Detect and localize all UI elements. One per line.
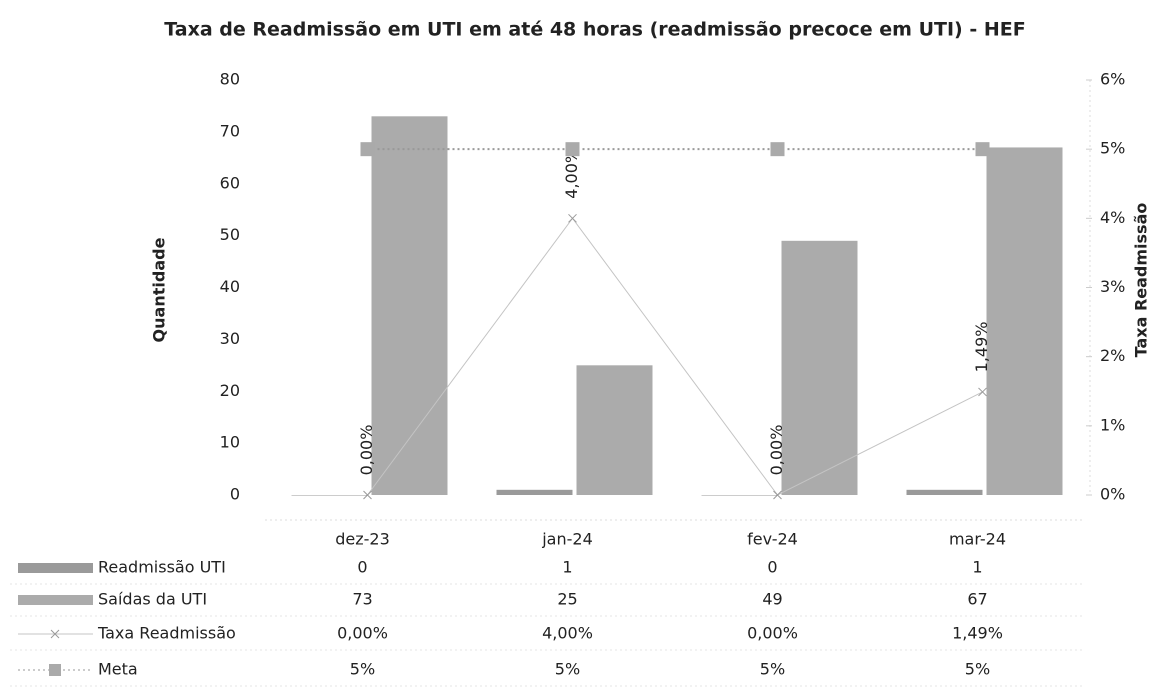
- y-axis-title: Quantidade: [150, 237, 169, 342]
- x-tick-label: mar-24: [949, 530, 1006, 549]
- data-label: 1,49%: [972, 322, 991, 373]
- data-label: 0,00%: [767, 425, 786, 476]
- y2-axis-title: Taxa Readmissão: [1132, 203, 1151, 358]
- y-tick-label: 60: [220, 173, 240, 192]
- chart-title: Taxa de Readmissão em UTI em até 48 hora…: [164, 19, 1025, 41]
- data-label: 4,00%: [562, 148, 581, 199]
- table-cell: 5%: [555, 660, 580, 679]
- marker: [975, 142, 990, 157]
- marker: [773, 490, 782, 500]
- bar: [781, 240, 858, 495]
- marker: [978, 387, 987, 397]
- y-tick-label: 70: [220, 121, 240, 140]
- legend-key: [18, 595, 93, 605]
- legend-label: Saídas da UTI: [98, 590, 207, 609]
- table-cell: 25: [557, 590, 577, 609]
- table-cell: 4,00%: [542, 624, 593, 643]
- marker: [770, 142, 785, 157]
- marker: [565, 142, 580, 157]
- y-tick-label: 40: [220, 277, 240, 296]
- table-cell: 73: [352, 590, 372, 609]
- legend-label: Taxa Readmissão: [97, 624, 236, 643]
- line: [367, 217, 983, 496]
- table-cell: 0: [357, 558, 367, 577]
- y-tick-label: 10: [220, 433, 240, 452]
- y2-tick-label: 1%: [1100, 415, 1125, 434]
- marker: [363, 490, 372, 500]
- x-tick-label: dez-23: [335, 530, 390, 549]
- y2-tick-label: 0%: [1100, 485, 1125, 504]
- table-cell: 1,49%: [952, 624, 1003, 643]
- table-cell: 67: [967, 590, 987, 609]
- table-cell: 0,00%: [747, 624, 798, 643]
- table-cell: 5%: [350, 660, 375, 679]
- y2-tick-label: 4%: [1100, 208, 1125, 227]
- table-cell: 1: [562, 558, 572, 577]
- y-tick-label: 50: [220, 225, 240, 244]
- table-cell: 5%: [965, 660, 990, 679]
- marker: [568, 213, 577, 223]
- bar: [701, 495, 778, 496]
- table-cell: 5%: [760, 660, 785, 679]
- table-cell: 0: [767, 558, 777, 577]
- x-tick-label: fev-24: [747, 530, 798, 549]
- y-tick-label: 80: [220, 70, 240, 89]
- marker: [360, 142, 375, 157]
- data-label: 0,00%: [357, 425, 376, 476]
- legend-label: Meta: [98, 660, 138, 679]
- legend-key: [50, 629, 60, 639]
- y2-tick-label: 5%: [1100, 139, 1125, 158]
- legend-label: Readmissão UTI: [98, 558, 226, 577]
- legend-key: [18, 563, 93, 573]
- table-cell: 0,00%: [337, 624, 388, 643]
- table-cell: 49: [762, 590, 782, 609]
- y-tick-label: 30: [220, 329, 240, 348]
- y-tick-label: 20: [220, 381, 240, 400]
- y2-tick-label: 2%: [1100, 346, 1125, 365]
- legend-key: [49, 664, 61, 676]
- y2-tick-label: 6%: [1100, 70, 1125, 89]
- y-tick-label: 0: [230, 485, 240, 504]
- y2-tick-label: 3%: [1100, 277, 1125, 296]
- x-tick-label: jan-24: [541, 530, 593, 549]
- bar: [291, 495, 368, 496]
- table-cell: 1: [972, 558, 982, 577]
- bar: [986, 147, 1063, 495]
- bar: [576, 365, 653, 495]
- bar: [906, 489, 983, 495]
- bar: [496, 489, 573, 495]
- bar: [371, 116, 448, 495]
